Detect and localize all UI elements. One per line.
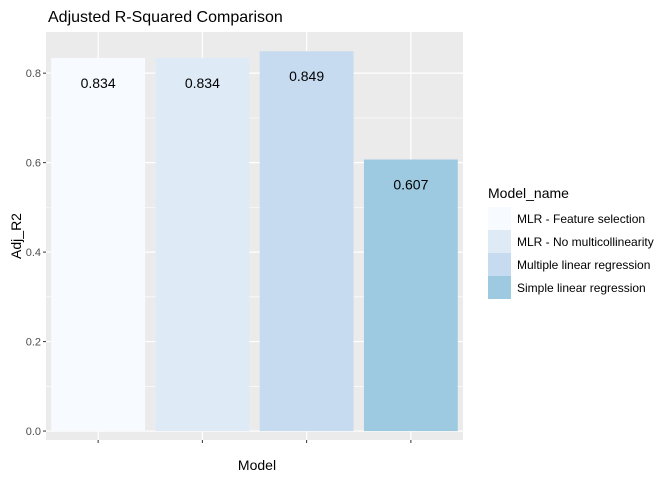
bar xyxy=(51,57,146,432)
bar xyxy=(155,57,250,432)
y-axis: 0.0 0.2 0.4 0.6 0.8 xyxy=(26,68,46,438)
bar-value-label: 0.849 xyxy=(289,68,324,84)
legend-key xyxy=(488,253,511,276)
y-tick-label: 0.0 xyxy=(26,426,41,438)
legend: Model_name MLR - Feature selection MLR - … xyxy=(488,185,654,299)
bars xyxy=(51,51,458,432)
bar-value-label: 0.607 xyxy=(393,177,428,193)
legend-label: MLR - No multicollinearity xyxy=(517,235,654,249)
y-tick-label: 0.8 xyxy=(26,68,41,80)
legend-label: MLR - Feature selection xyxy=(517,212,645,226)
x-axis-title: Model xyxy=(238,457,276,473)
bar-value-label: 0.834 xyxy=(185,75,220,91)
legend-label: Simple linear regression xyxy=(517,281,646,295)
legend-title: Model_name xyxy=(488,185,569,201)
x-axis xyxy=(97,440,412,443)
bar-value-label: 0.834 xyxy=(81,75,116,91)
bar xyxy=(259,51,354,432)
bar xyxy=(363,159,458,432)
y-tick-label: 0.2 xyxy=(26,337,41,349)
legend-label: Multiple linear regression xyxy=(517,258,650,272)
legend-key xyxy=(488,230,511,253)
y-tick-label: 0.6 xyxy=(26,158,41,170)
legend-key xyxy=(488,276,511,299)
chart-title: Adjusted R-Squared Comparison xyxy=(48,9,283,26)
legend-key xyxy=(488,207,511,230)
y-tick-label: 0.4 xyxy=(26,247,41,259)
y-axis-title: Adj_R2 xyxy=(8,213,24,259)
data-labels: 0.834 0.834 0.849 0.607 xyxy=(81,68,429,192)
